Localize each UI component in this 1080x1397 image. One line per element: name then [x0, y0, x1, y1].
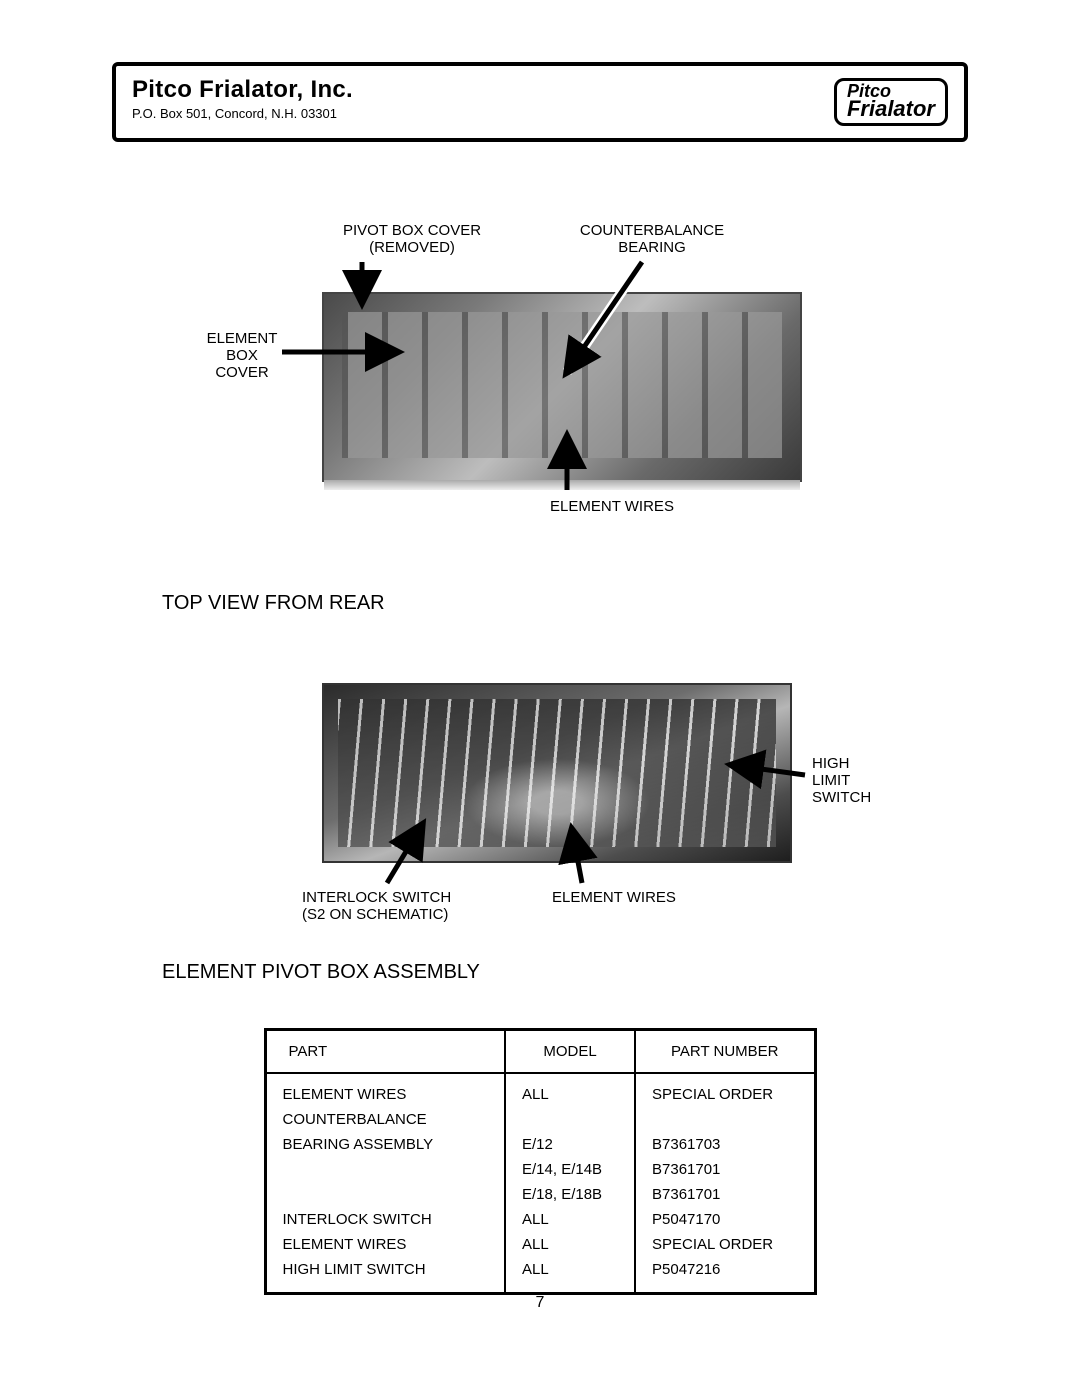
- cell-pn: SPECIAL ORDER: [635, 1232, 815, 1257]
- company-name: Pitco Frialator, Inc.: [132, 76, 353, 104]
- section-title-pivot-box: ELEMENT PIVOT BOX ASSEMBLY: [162, 961, 968, 984]
- table-row: HIGH LIMIT SWITCH ALL P5047216: [265, 1257, 815, 1294]
- figure-pivot-box-assembly: HIGH LIMIT SWITCH INTERLOCK SWITCH (S2 O…: [112, 675, 968, 955]
- cell-model: ALL: [505, 1257, 635, 1294]
- cell-model: ALL: [505, 1232, 635, 1257]
- label-text: HIGH: [812, 755, 850, 772]
- label-text: (REMOVED): [369, 239, 455, 256]
- table-row: INTERLOCK SWITCH ALL P5047170: [265, 1207, 815, 1232]
- label-element-wires-2: ELEMENT WIRES: [552, 889, 772, 906]
- photo-pivot-box: [322, 683, 792, 863]
- label-text: ELEMENT WIRES: [550, 498, 674, 515]
- col-header-part: PART: [265, 1029, 505, 1073]
- table-row: ELEMENT WIRES ALL SPECIAL ORDER: [265, 1073, 815, 1107]
- cell-model: E/14, E/14B: [505, 1157, 635, 1182]
- table-body: ELEMENT WIRES ALL SPECIAL ORDER COUNTERB…: [265, 1073, 815, 1294]
- company-address: P.O. Box 501, Concord, N.H. 03301: [132, 106, 353, 121]
- cell-model: E/18, E/18B: [505, 1182, 635, 1207]
- logo-text-bottom: Frialator: [847, 99, 935, 119]
- document-header: Pitco Frialator, Inc. P.O. Box 501, Conc…: [112, 62, 968, 142]
- table-row: E/14, E/14B B7361701: [265, 1157, 815, 1182]
- cell-pn: B7361703: [635, 1132, 815, 1157]
- brand-logo: Pitco Frialator: [834, 78, 948, 126]
- label-text: LIMIT: [812, 772, 850, 789]
- cell-part: HIGH LIMIT SWITCH: [265, 1257, 505, 1294]
- label-high-limit-switch: HIGH LIMIT SWITCH: [812, 755, 932, 807]
- table-row: E/18, E/18B B7361701: [265, 1182, 815, 1207]
- label-text: (S2 ON SCHEMATIC): [302, 906, 448, 923]
- cell-pn: B7361701: [635, 1182, 815, 1207]
- cell-pn: P5047216: [635, 1257, 815, 1294]
- cell-pn: P5047170: [635, 1207, 815, 1232]
- col-header-part-number: PART NUMBER: [635, 1029, 815, 1073]
- label-text: PIVOT BOX COVER: [343, 222, 481, 239]
- figure-top-view: PIVOT BOX COVER (REMOVED) COUNTERBALANCE…: [112, 222, 968, 552]
- label-element-box-cover: ELEMENT BOX COVER: [182, 330, 302, 382]
- table-header-row: PART MODEL PART NUMBER: [265, 1029, 815, 1073]
- cell-model: ALL: [505, 1073, 635, 1107]
- photo-top-view: [322, 292, 802, 482]
- page-number: 7: [112, 1294, 968, 1312]
- parts-table: PART MODEL PART NUMBER ELEMENT WIRES ALL…: [264, 1028, 817, 1295]
- table-row: BEARING ASSEMBLY E/12 B7361703: [265, 1132, 815, 1157]
- cell-part: INTERLOCK SWITCH: [265, 1207, 505, 1232]
- cell-part: ELEMENT WIRES: [265, 1073, 505, 1107]
- label-text: SWITCH: [812, 789, 871, 806]
- table-row: ELEMENT WIRES ALL SPECIAL ORDER: [265, 1232, 815, 1257]
- cell-part: [265, 1182, 505, 1207]
- label-text: INTERLOCK SWITCH: [302, 889, 451, 906]
- label-text: ELEMENT: [207, 330, 278, 347]
- cell-part: COUNTERBALANCE: [265, 1107, 505, 1132]
- cell-pn: [635, 1107, 815, 1132]
- cell-pn: SPECIAL ORDER: [635, 1073, 815, 1107]
- label-element-wires: ELEMENT WIRES: [512, 498, 712, 515]
- cell-part: [265, 1157, 505, 1182]
- cell-part: BEARING ASSEMBLY: [265, 1132, 505, 1157]
- cell-model: E/12: [505, 1132, 635, 1157]
- cell-pn: B7361701: [635, 1157, 815, 1182]
- col-header-model: MODEL: [505, 1029, 635, 1073]
- label-text: COUNTERBALANCE: [580, 222, 724, 239]
- label-text: BOX: [226, 347, 258, 364]
- label-text: COVER: [215, 364, 268, 381]
- cell-model: [505, 1107, 635, 1132]
- label-text: BEARING: [618, 239, 686, 256]
- cell-model: ALL: [505, 1207, 635, 1232]
- label-counterbalance-bearing: COUNTERBALANCE BEARING: [542, 222, 762, 257]
- label-pivot-box-cover: PIVOT BOX COVER (REMOVED): [302, 222, 522, 257]
- cell-part: ELEMENT WIRES: [265, 1232, 505, 1257]
- label-text: ELEMENT WIRES: [552, 889, 676, 906]
- section-title-top-view: TOP VIEW FROM REAR: [162, 592, 968, 615]
- label-interlock-switch: INTERLOCK SWITCH (S2 ON SCHEMATIC): [302, 889, 542, 924]
- table-row: COUNTERBALANCE: [265, 1107, 815, 1132]
